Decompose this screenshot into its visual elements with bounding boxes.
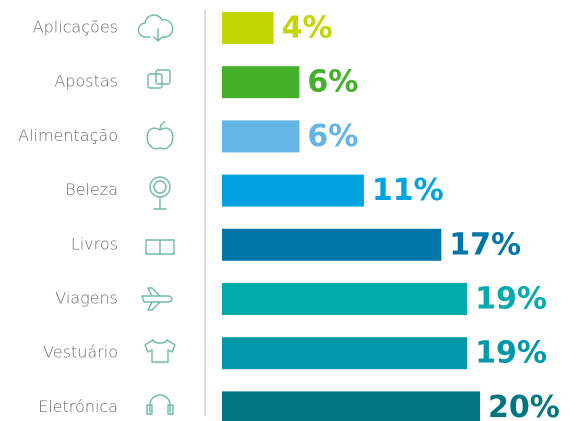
bar: [222, 283, 468, 315]
icon-mirror: [153, 196, 167, 210]
value-label: 20%: [488, 390, 560, 421]
category-label: Apostas: [54, 72, 118, 91]
icon-book: [145, 239, 175, 255]
icon-apple: [146, 121, 174, 150]
category-label: Aplicações: [33, 18, 118, 37]
icon-dice: [147, 73, 163, 89]
icons: [137, 14, 176, 415]
bar: [222, 228, 442, 261]
value-label: 4%: [282, 11, 333, 46]
bar: [222, 174, 364, 207]
icon-dice: [155, 69, 171, 85]
value-label: 6%: [307, 119, 358, 154]
value-label: 19%: [475, 336, 547, 371]
icon-shirt: [144, 339, 176, 363]
category-label: Viagens: [55, 289, 118, 308]
bar: [222, 391, 480, 421]
value-label: 11%: [372, 173, 444, 208]
value-label: 19%: [475, 282, 547, 317]
icon-mirror: [149, 176, 171, 198]
bar: [222, 337, 468, 370]
icon-mirror: [153, 180, 167, 194]
icon-headphones: [146, 394, 174, 415]
icon-cloud: [137, 14, 174, 42]
category-label: Livros: [71, 234, 118, 253]
category-label: Alimentação: [18, 126, 118, 145]
value-label: 6%: [307, 65, 358, 100]
category-label: Vestuário: [43, 343, 118, 362]
bar: [222, 66, 300, 99]
bar: [222, 120, 300, 153]
value-label: 17%: [449, 227, 521, 262]
bar: [222, 12, 274, 44]
category-label: Beleza: [65, 180, 118, 199]
icon-plane: [141, 287, 173, 311]
category-label: Eletrónica: [38, 397, 118, 416]
